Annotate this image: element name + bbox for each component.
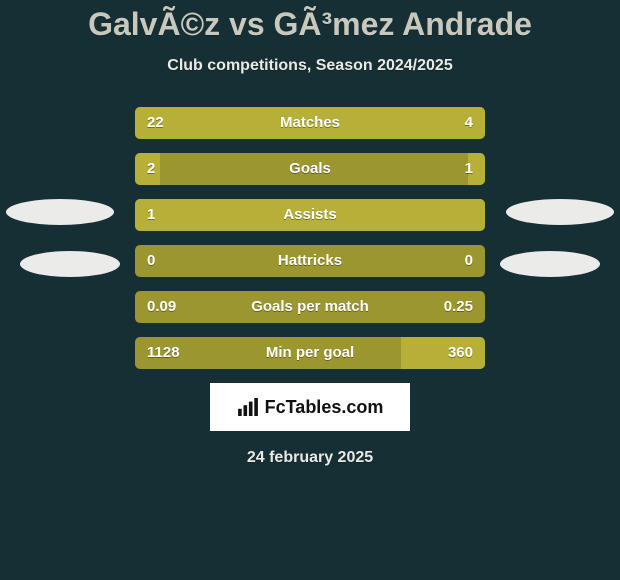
stat-row: 21Goals <box>135 153 485 185</box>
stat-row: 0.090.25Goals per match <box>135 291 485 323</box>
stat-label: Goals <box>135 153 485 185</box>
stat-label: Goals per match <box>135 291 485 323</box>
brand-badge: FcTables.com <box>210 383 410 431</box>
player-silhouette <box>506 199 614 225</box>
stat-rows: 224Matches 21Goals 1Assists 00Hattricks 0.09… <box>135 107 485 369</box>
stat-row: 1Assists <box>135 199 485 231</box>
stat-label: Hattricks <box>135 245 485 277</box>
stat-label: Matches <box>135 107 485 139</box>
stat-row: 224Matches <box>135 107 485 139</box>
date-label: 24 february 2025 <box>0 449 620 467</box>
comparison-infographic: GalvÃ©z vs GÃ³mez Andrade Club competiti… <box>0 0 620 580</box>
brand-text: FcTables.com <box>265 397 384 418</box>
page-subtitle: Club competitions, Season 2024/2025 <box>0 57 620 75</box>
stat-row: 1128360Min per goal <box>135 337 485 369</box>
stat-row: 00Hattricks <box>135 245 485 277</box>
stat-label: Assists <box>135 199 485 231</box>
bar-chart-icon <box>237 398 259 416</box>
player-silhouette <box>20 251 120 277</box>
stat-label: Min per goal <box>135 337 485 369</box>
player-silhouette <box>6 199 114 225</box>
page-title: GalvÃ©z vs GÃ³mez Andrade <box>0 0 620 43</box>
player-silhouette <box>500 251 600 277</box>
